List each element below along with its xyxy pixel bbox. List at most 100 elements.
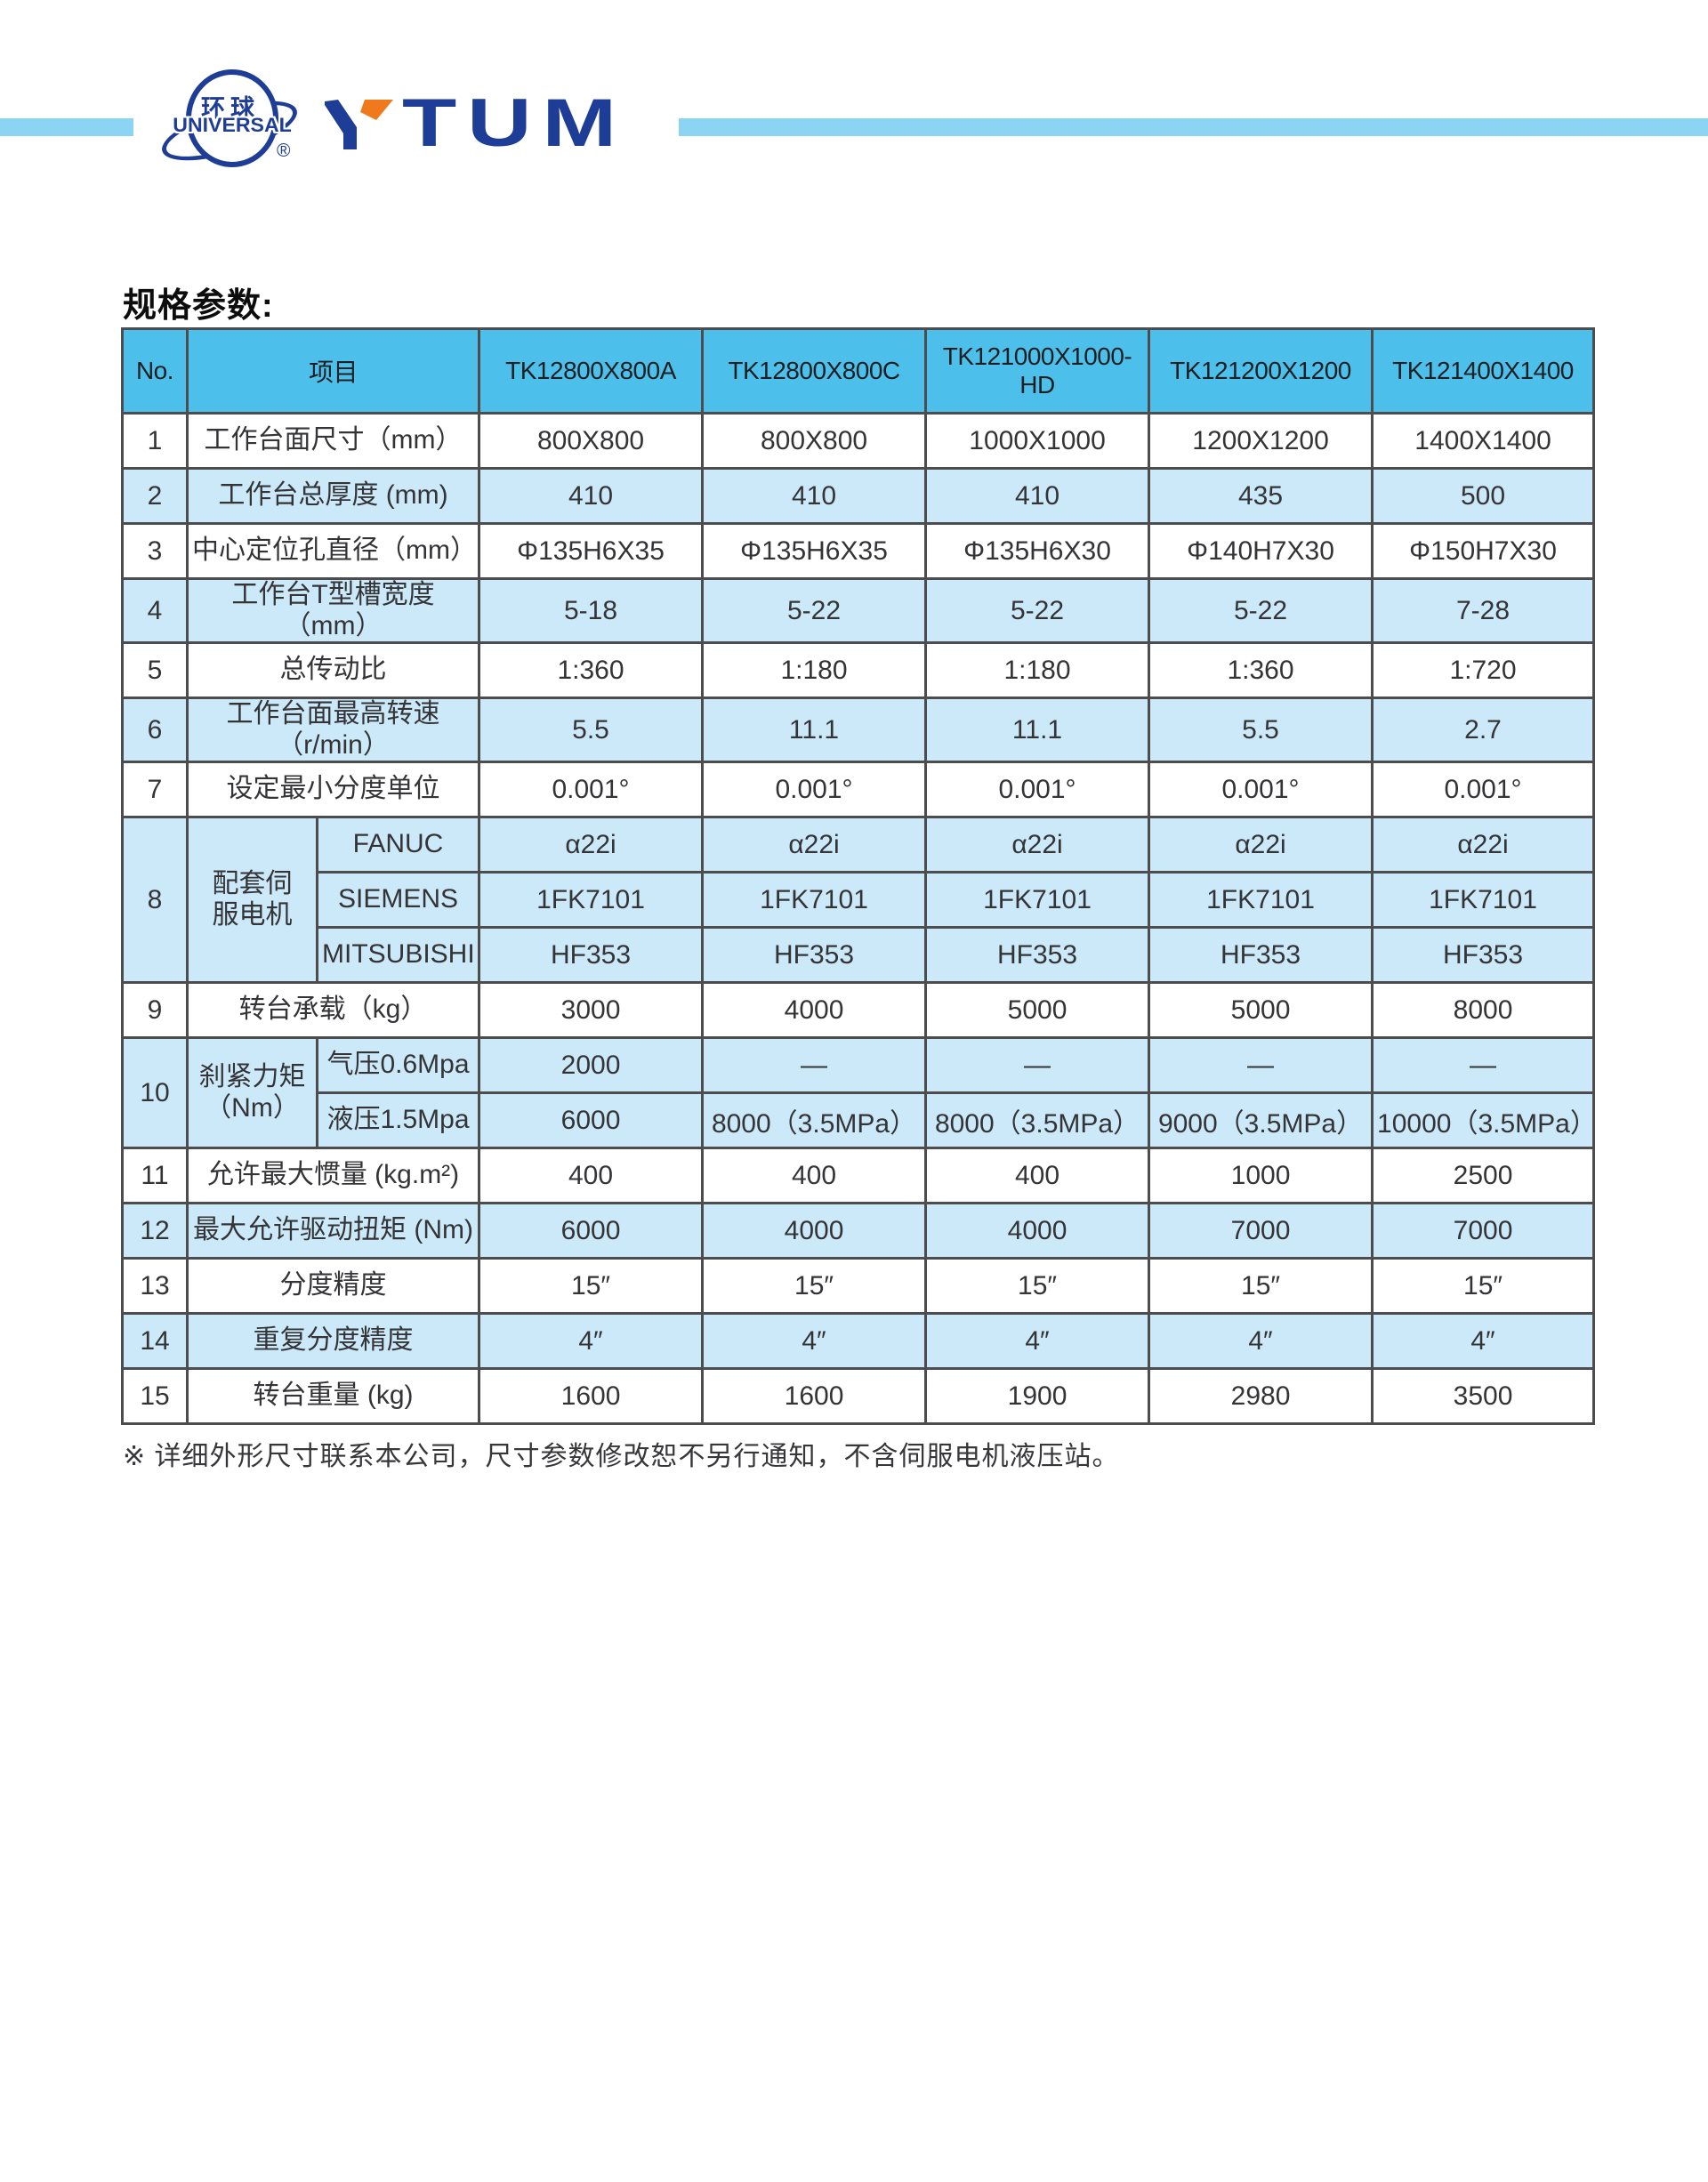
value-cell: 15″ [924, 1257, 1151, 1315]
row-label-cell: 配套伺 服电机 [186, 816, 318, 984]
value-cell: 2000 [478, 1036, 705, 1094]
value-cell: 2.7 [1371, 696, 1596, 763]
row-number-cell: 12 [121, 1202, 189, 1260]
value-cell: 1:180 [924, 641, 1151, 699]
row-label-cell: 转台重量 (kg) [185, 1367, 481, 1425]
value-cell: HF353 [924, 926, 1151, 984]
value-cell: 4″ [701, 1312, 928, 1370]
value-cell: 5-18 [478, 577, 705, 644]
table-row: 8 配套伺 服电机 FANUC α22i α22i α22i α22i α22i [121, 816, 1596, 984]
row-number-cell: 9 [121, 981, 189, 1039]
sub-label-cell: FANUC [315, 816, 481, 874]
row-number-cell: 10 [121, 1036, 189, 1149]
value-cell: 5-22 [924, 577, 1151, 644]
value-cell: 4″ [1371, 1312, 1596, 1370]
table-row: 12 最大允许驱动扭矩 (Nm) 6000 4000 4000 7000 7000 [121, 1202, 1596, 1260]
value-cell: 4000 [701, 981, 928, 1039]
value-cell: 1FK7101 [478, 871, 705, 929]
value-cell: 15″ [478, 1257, 705, 1315]
value-cell: 2500 [1371, 1147, 1596, 1204]
value-cell: Φ150H7X30 [1371, 522, 1596, 580]
header-model-2: TK12800X800C [701, 327, 928, 415]
section-title: 规格参数: [123, 287, 274, 325]
row-label-cell: 刹紧力矩 （Nm） [186, 1036, 318, 1149]
top-bar-left [0, 118, 133, 136]
value-cell: 1FK7101 [701, 871, 928, 929]
value-cell: 0.001° [1148, 761, 1374, 818]
value-cell: 6000 [478, 1091, 705, 1149]
value-cell: 15″ [1371, 1257, 1596, 1315]
value-cell: — [1371, 1036, 1596, 1094]
row-label-cell: 工作台T型槽宽度（mm） [185, 577, 481, 644]
value-cell: — [924, 1036, 1151, 1094]
row-label-cell: 工作台面尺寸（mm） [185, 412, 481, 470]
header-model-1: TK12800X800A [478, 327, 705, 415]
row-number-cell: 4 [121, 577, 189, 644]
table-row: 液压1.5Mpa 6000 8000（3.5MPa） 8000（3.5MPa） 9000… [123, 1091, 1596, 1149]
sub-label-cell: MITSUBISHI [315, 926, 481, 984]
value-cell: 9000（3.5MPa） [1148, 1091, 1374, 1149]
value-cell: 7000 [1371, 1202, 1596, 1260]
value-cell: 410 [478, 467, 705, 525]
value-cell: 1600 [478, 1367, 705, 1425]
value-cell: 8000（3.5MPa） [701, 1091, 928, 1149]
wordmark-y-icon [325, 100, 393, 149]
value-cell: 500 [1371, 467, 1596, 525]
row-label-cell: 工作台面最高转速（r/min） [185, 696, 481, 763]
row-number-cell: 11 [121, 1147, 189, 1204]
row-number-cell: 2 [121, 467, 189, 525]
value-cell: 3000 [478, 981, 705, 1039]
value-cell: Φ135H6X35 [701, 522, 928, 580]
value-cell: — [701, 1036, 928, 1094]
value-cell: Φ135H6X30 [924, 522, 1151, 580]
value-cell: 8000 [1371, 981, 1596, 1039]
spec-table-body: 1 工作台面尺寸（mm） 800X800 800X800 1000X1000 1200X1… [121, 412, 1596, 1425]
header-no: No. [121, 327, 189, 415]
value-cell: 15″ [701, 1257, 928, 1315]
sub-label-cell: 液压1.5Mpa [315, 1091, 481, 1149]
value-cell: 1:180 [701, 641, 928, 699]
row-number-cell: 1 [121, 412, 189, 470]
row-number-cell: 3 [121, 522, 189, 580]
value-cell: 3500 [1371, 1367, 1596, 1425]
value-cell: 15″ [1148, 1257, 1374, 1315]
value-cell: 7000 [1148, 1202, 1374, 1260]
value-cell: 1600 [701, 1367, 928, 1425]
globe-english-label: UNIVERSAL [173, 114, 292, 136]
table-row: 2 工作台总厚度 (mm) 410 410 410 435 500 [121, 467, 1596, 525]
row-label-cell: 设定最小分度单位 [185, 761, 481, 818]
value-cell: α22i [1148, 816, 1374, 874]
table-row: 5 总传动比 1:360 1:180 1:180 1:360 1:720 [121, 641, 1596, 699]
value-cell: Φ135H6X35 [478, 522, 705, 580]
value-cell: 4″ [478, 1312, 705, 1370]
row-number-cell: 5 [121, 641, 189, 699]
row-label-cell: 工作台总厚度 (mm) [185, 467, 481, 525]
value-cell: 1900 [924, 1367, 1151, 1425]
value-cell: Φ140H7X30 [1148, 522, 1374, 580]
value-cell: HF353 [478, 926, 705, 984]
table-header-row: No. 项目 TK12800X800A TK12800X800C TK12100… [121, 327, 1596, 415]
value-cell: 1400X1400 [1371, 412, 1596, 470]
value-cell: 1000X1000 [924, 412, 1151, 470]
value-cell: 11.1 [701, 696, 928, 763]
value-cell: 6000 [478, 1202, 705, 1260]
row-label-cell: 转台承载（kg） [185, 981, 481, 1039]
table-row: 6 工作台面最高转速（r/min） 5.5 11.1 11.1 5.5 2.7 [121, 696, 1596, 763]
value-cell: 1FK7101 [924, 871, 1151, 929]
value-cell: 10000（3.5MPa） [1371, 1091, 1596, 1149]
value-cell: α22i [701, 816, 928, 874]
wordmark-tum-label: TUM [402, 85, 627, 161]
row-number-cell: 8 [121, 816, 189, 984]
registered-trademark-mark: ® [277, 141, 291, 161]
row-label-cell: 总传动比 [185, 641, 481, 699]
value-cell: 4″ [1148, 1312, 1374, 1370]
table-row: 10 刹紧力矩 （Nm） 气压0.6Mpa 2000— — — — [121, 1036, 1596, 1149]
row-number-cell: 6 [121, 696, 189, 763]
value-cell: 0.001° [1371, 761, 1596, 818]
table-row: MITSUBISHI HF353 HF353 HF353 HF353 HF353 [123, 926, 1596, 984]
table-row: 3 中心定位孔直径（mm） Φ135H6X35 Φ135H6X35 Φ135H6X30 Φ… [121, 522, 1596, 580]
value-cell: 0.001° [924, 761, 1151, 818]
header-model-4: TK121200X1200 [1148, 327, 1374, 415]
value-cell: 400 [478, 1147, 705, 1204]
value-cell: 400 [924, 1147, 1151, 1204]
